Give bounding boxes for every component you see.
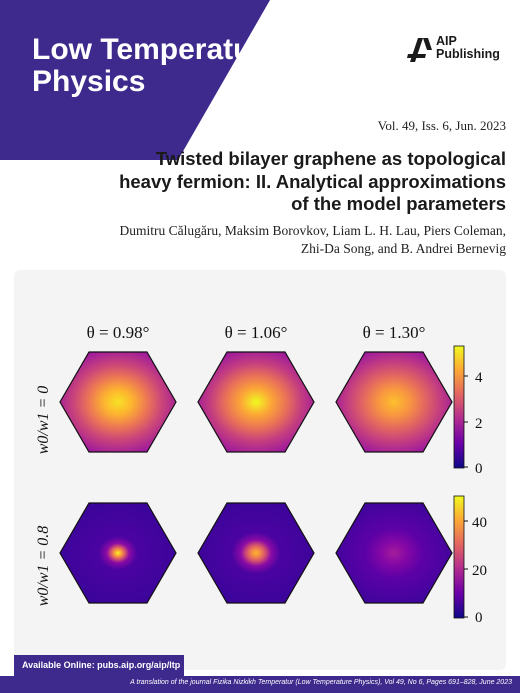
available-online-link[interactable]: Available Online: pubs.aip.org/aip/ltp [22, 660, 181, 670]
density-map-hexagon [59, 351, 177, 453]
author-line: Dumitru Călugăru, Maksim Borovkov, Liam … [119, 223, 506, 238]
column-label: θ = 0.98° [87, 323, 150, 342]
density-map-hexagon [197, 351, 315, 453]
colorbar-tick-label: 20 [472, 563, 487, 579]
row-label: w0/w1 = 0.8 [35, 526, 52, 607]
colorbar-tick-label: 0 [475, 461, 483, 477]
cover-figure: θ = 0.98° θ = 1.06° θ = 1.30° w0/w1 = 0 … [14, 270, 506, 670]
heatmap-grid: θ = 0.98° θ = 1.06° θ = 1.30° w0/w1 = 0 … [35, 323, 487, 626]
density-map-hexagon [335, 351, 453, 453]
publisher-line-1: AIP [436, 34, 457, 48]
article-title: Twisted bilayer graphene as topological … [86, 148, 506, 216]
column-label: θ = 1.30° [363, 323, 426, 342]
issue-info: Vol. 49, Iss. 6, Jun. 2023 [377, 118, 506, 133]
footer-bar [0, 676, 520, 693]
journal-title-line-2: Physics [32, 65, 146, 98]
available-online-box [14, 655, 184, 676]
colorbar-tick-label: 40 [472, 515, 487, 531]
density-map-hexagon [59, 502, 177, 604]
row-label: w0/w1 = 0 [35, 386, 52, 455]
article-authors: Dumitru Călugăru, Maksim Borovkov, Liam … [106, 222, 506, 258]
colorbar [453, 495, 465, 619]
article-title-line: heavy fermion: II. Analytical approximat… [119, 170, 506, 192]
density-map-hexagon [335, 502, 453, 604]
publisher-name: AIP Publishing [436, 35, 500, 61]
publisher-line-2: Publishing [436, 47, 500, 61]
colorbar-tick-label: 4 [475, 370, 483, 386]
journal-banner [0, 0, 270, 160]
footer-note: A translation of the journal Fizika Nizk… [130, 679, 512, 686]
author-line: Zhi-Da Song, and B. Andrei Bernevig [300, 241, 506, 256]
article-title-line: of the model parameters [291, 193, 506, 214]
density-map-hexagon [197, 502, 315, 604]
aip-logo-icon [407, 38, 432, 62]
journal-title-line-1: Low Temperature [32, 33, 280, 66]
colorbar-tick-label: 0 [475, 610, 483, 626]
journal-title: Low Temperature Physics [32, 34, 280, 98]
colorbar [453, 345, 465, 469]
colorbar-tick-label: 2 [475, 416, 483, 432]
column-label: θ = 1.06° [225, 323, 288, 342]
article-title-line: Twisted bilayer graphene as topological [155, 148, 506, 169]
